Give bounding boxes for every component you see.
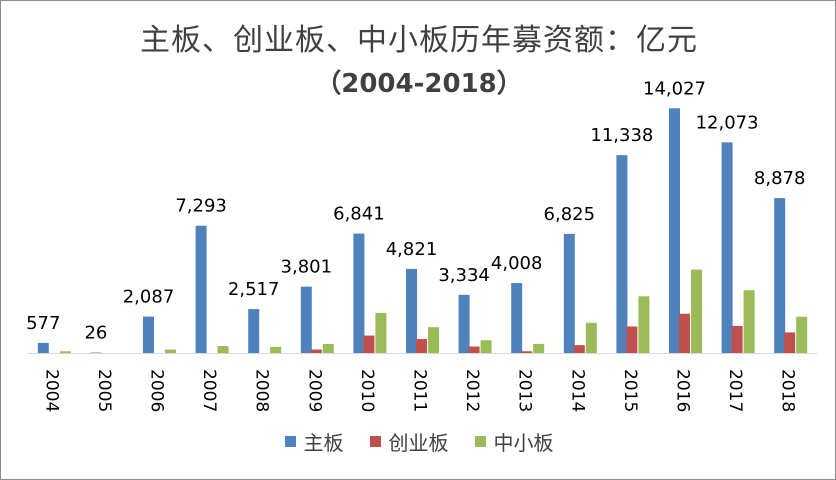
bar-sme-board-2013 [533, 343, 545, 353]
bar-chinext-2013 [521, 351, 533, 353]
data-label-2011: 4,821 [386, 239, 438, 260]
bar-main-board-2007 [195, 225, 207, 353]
bar-sme-board-2004 [59, 351, 71, 353]
bar-main-board-2010 [353, 233, 365, 353]
x-tick-label-2014: 2014 [567, 369, 587, 412]
x-tick-label-2009: 2009 [304, 369, 324, 412]
bar-chinext-2011 [416, 339, 427, 353]
data-label-2007: 7,293 [175, 196, 227, 217]
bar-main-board-2009 [300, 286, 312, 353]
x-tick-label-2016: 2016 [673, 369, 693, 412]
bar-sme-board-2011 [428, 327, 439, 353]
data-label-2012: 3,334 [438, 265, 490, 286]
bar-sme-board-2007 [217, 346, 229, 353]
legend-swatch-sme-board [474, 436, 486, 447]
data-label-2009: 3,801 [281, 257, 333, 278]
bar-sme-board-2006 [165, 349, 176, 353]
x-tick-label-2011: 2011 [410, 369, 430, 412]
data-label-2017: 12,073 [696, 112, 759, 133]
legend-label-chinext: 创业板 [388, 431, 449, 455]
bar-chinext-2014 [573, 345, 585, 353]
bar-chinext-2015 [626, 326, 638, 353]
data-label-2018: 8,878 [754, 168, 806, 189]
bar-sme-board-2008 [270, 346, 282, 353]
x-tick-label-2005: 2005 [94, 369, 114, 412]
legend: 主板 创业板 中小板 [1, 427, 835, 456]
bar-chinext-2009 [310, 349, 322, 353]
legend-label-sme-board: 中小板 [493, 431, 554, 455]
bar-main-board-2011 [406, 268, 417, 353]
bar-sme-board-2015 [638, 296, 650, 353]
bar-main-board-2017 [721, 142, 733, 353]
bar-sme-board-2009 [322, 343, 334, 353]
bar-sme-board-2010 [375, 312, 387, 353]
bar-main-board-2006 [143, 316, 154, 353]
bar-chinext-2017 [731, 325, 743, 353]
data-label-2004: 577 [26, 313, 60, 334]
x-tick-label-2006: 2006 [147, 369, 167, 412]
bar-main-board-2016 [669, 108, 680, 353]
bar-sme-board-2016 [691, 269, 702, 353]
bar-main-board-2015 [616, 155, 628, 353]
chart-title: 主板、创业板、中小板历年募资额：亿元 [140, 23, 698, 58]
bar-main-board-2008 [248, 309, 260, 353]
data-label-2008: 2,517 [228, 279, 280, 300]
x-tick-label-2004: 2004 [41, 369, 61, 412]
legend-swatch-main-board [284, 436, 296, 447]
bar-main-board-2013 [511, 283, 523, 353]
bar-sme-board-2012 [480, 340, 492, 353]
bar-chinext-2010 [363, 335, 375, 353]
legend-item-sme-board: 中小板 [474, 427, 554, 456]
legend-swatch-chinext [369, 436, 381, 447]
legend-label-main-board: 主板 [303, 431, 344, 455]
data-label-2006: 2,087 [123, 287, 175, 308]
x-tick-label-2015: 2015 [620, 369, 640, 412]
x-tick-label-2012: 2012 [462, 369, 482, 412]
bar-main-board-2018 [774, 198, 786, 353]
data-label-2016: 14,027 [643, 78, 706, 99]
bar-main-board-2004 [37, 342, 49, 353]
bar-main-board-2014 [563, 233, 575, 353]
legend-item-chinext: 创业板 [369, 427, 449, 456]
x-tick-label-2010: 2010 [357, 369, 377, 412]
data-label-2005: 26 [84, 323, 107, 344]
legend-item-main-board: 主板 [284, 427, 344, 456]
data-label-2015: 11,338 [590, 125, 653, 146]
data-label-2010: 6,841 [333, 204, 385, 225]
bar-sme-board-2014 [585, 322, 597, 353]
bar-chinext-2016 [679, 313, 690, 353]
bar-sme-board-2017 [743, 290, 755, 353]
bar-sme-board-2018 [796, 316, 808, 353]
x-tick-label-2008: 2008 [252, 369, 272, 412]
x-tick-label-2013: 2013 [515, 369, 535, 412]
x-tick-label-2007: 2007 [199, 369, 219, 412]
chart-subtitle: （2004-2018） [315, 69, 523, 99]
data-label-2014: 6,825 [544, 204, 596, 225]
bar-main-board-2012 [458, 294, 470, 353]
bar-chinext-2018 [784, 332, 796, 353]
data-label-2013: 4,008 [491, 253, 543, 274]
x-tick-label-2017: 2017 [725, 369, 745, 412]
bar-chinext-2012 [468, 346, 480, 353]
x-tick-label-2018: 2018 [778, 369, 798, 412]
